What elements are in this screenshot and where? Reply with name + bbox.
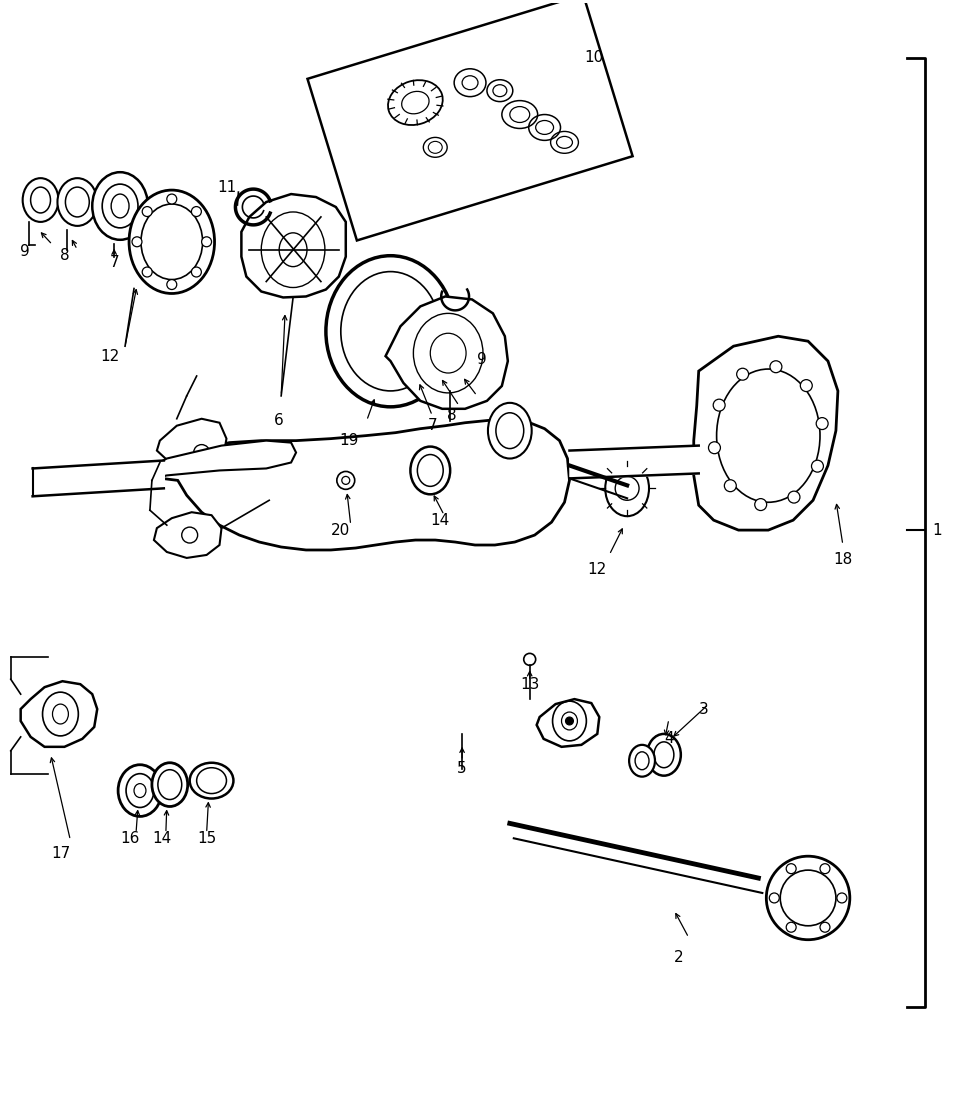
Circle shape bbox=[724, 480, 736, 492]
Text: 14: 14 bbox=[431, 512, 450, 528]
Circle shape bbox=[132, 237, 142, 246]
Circle shape bbox=[787, 922, 796, 932]
Circle shape bbox=[812, 460, 823, 472]
Text: 19: 19 bbox=[339, 434, 359, 448]
Text: 16: 16 bbox=[121, 831, 140, 845]
Ellipse shape bbox=[152, 763, 188, 807]
Circle shape bbox=[167, 194, 177, 204]
Text: 9: 9 bbox=[20, 244, 30, 260]
Circle shape bbox=[820, 864, 830, 874]
Ellipse shape bbox=[189, 763, 234, 798]
Polygon shape bbox=[537, 699, 599, 747]
Ellipse shape bbox=[326, 256, 456, 407]
Circle shape bbox=[767, 856, 850, 940]
Circle shape bbox=[737, 368, 748, 380]
Text: 12: 12 bbox=[588, 563, 607, 577]
Circle shape bbox=[337, 472, 355, 489]
Text: 12: 12 bbox=[100, 348, 120, 364]
Text: 2: 2 bbox=[674, 950, 683, 965]
Polygon shape bbox=[157, 418, 227, 469]
Text: 17: 17 bbox=[51, 845, 70, 861]
Text: 7: 7 bbox=[109, 255, 119, 270]
Text: 15: 15 bbox=[197, 831, 216, 845]
Ellipse shape bbox=[411, 447, 450, 494]
Ellipse shape bbox=[605, 461, 649, 516]
Circle shape bbox=[787, 864, 796, 874]
Circle shape bbox=[143, 207, 152, 217]
Text: 20: 20 bbox=[331, 522, 350, 538]
Polygon shape bbox=[154, 512, 221, 558]
Ellipse shape bbox=[629, 745, 655, 776]
Circle shape bbox=[566, 717, 573, 725]
Circle shape bbox=[167, 279, 177, 289]
Circle shape bbox=[191, 207, 201, 217]
Ellipse shape bbox=[23, 178, 58, 222]
Ellipse shape bbox=[92, 172, 148, 240]
Text: 11: 11 bbox=[217, 180, 236, 195]
Text: 6: 6 bbox=[275, 413, 284, 428]
Circle shape bbox=[816, 417, 828, 429]
Text: 7: 7 bbox=[428, 418, 437, 434]
Circle shape bbox=[202, 237, 211, 246]
Ellipse shape bbox=[488, 403, 532, 459]
Ellipse shape bbox=[647, 734, 680, 775]
Text: 10: 10 bbox=[585, 50, 604, 66]
Polygon shape bbox=[154, 440, 296, 479]
Circle shape bbox=[523, 654, 536, 666]
Circle shape bbox=[820, 922, 830, 932]
Circle shape bbox=[143, 267, 152, 277]
Polygon shape bbox=[241, 194, 345, 298]
Text: 8: 8 bbox=[447, 408, 456, 424]
Ellipse shape bbox=[57, 178, 98, 226]
Ellipse shape bbox=[118, 764, 162, 817]
Ellipse shape bbox=[400, 347, 431, 383]
Text: 5: 5 bbox=[457, 761, 467, 776]
Text: 1: 1 bbox=[932, 522, 942, 538]
Polygon shape bbox=[386, 297, 508, 408]
Circle shape bbox=[770, 360, 782, 372]
Circle shape bbox=[182, 527, 198, 543]
Text: 8: 8 bbox=[59, 249, 69, 263]
Text: 4: 4 bbox=[664, 731, 674, 747]
Polygon shape bbox=[307, 0, 633, 241]
Circle shape bbox=[800, 380, 812, 392]
Ellipse shape bbox=[129, 191, 214, 293]
Text: 9: 9 bbox=[478, 351, 487, 367]
Text: 18: 18 bbox=[834, 552, 853, 567]
Circle shape bbox=[713, 400, 725, 411]
Polygon shape bbox=[21, 681, 98, 747]
Circle shape bbox=[788, 492, 800, 503]
Text: 14: 14 bbox=[152, 831, 171, 845]
Text: 13: 13 bbox=[520, 677, 540, 692]
Ellipse shape bbox=[420, 338, 455, 380]
Polygon shape bbox=[694, 336, 838, 530]
Circle shape bbox=[769, 894, 779, 903]
Circle shape bbox=[708, 441, 721, 453]
Circle shape bbox=[193, 445, 210, 461]
Circle shape bbox=[191, 267, 201, 277]
Circle shape bbox=[837, 894, 847, 903]
Circle shape bbox=[755, 498, 767, 510]
Polygon shape bbox=[162, 418, 569, 550]
Text: 3: 3 bbox=[699, 702, 708, 716]
Ellipse shape bbox=[440, 330, 480, 377]
